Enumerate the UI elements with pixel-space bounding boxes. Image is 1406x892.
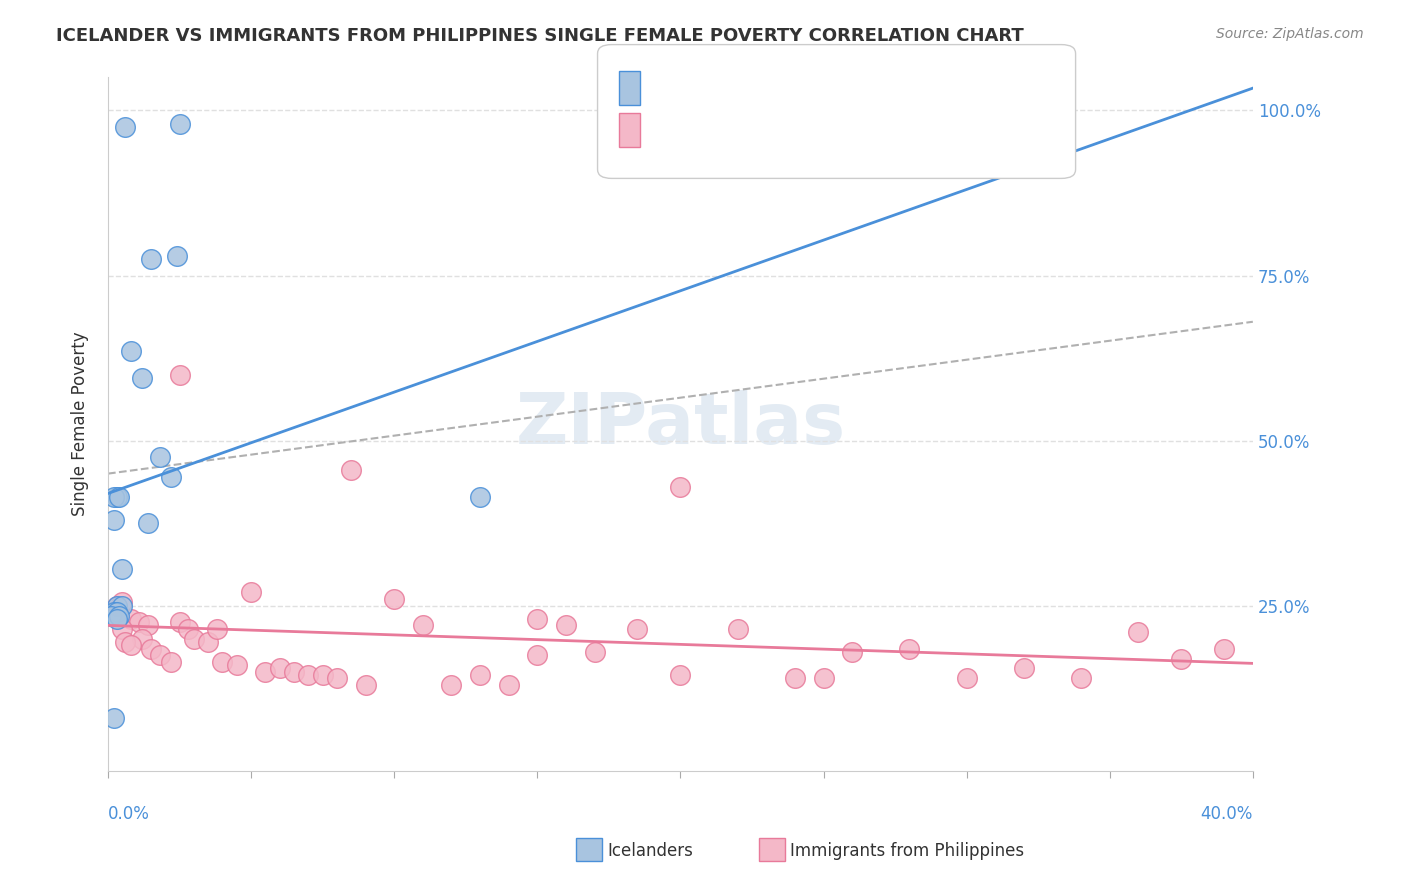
Point (139, 641, 162, 656)
Point (103, 513, 125, 527)
Point (269, 661, 291, 675)
Point (139, 252, 162, 266)
Point (283, 665, 305, 679)
Point (108, 608, 131, 623)
Point (131, 371, 153, 385)
Point (468, 490, 491, 504)
Point (311, 668, 333, 682)
Point (136, 618, 159, 632)
Point (105, 490, 128, 504)
Point (205, 622, 228, 636)
Point (169, 615, 191, 630)
Point (136, 516, 159, 530)
Point (898, 641, 921, 656)
Point (105, 599, 128, 613)
Point (783, 671, 806, 685)
Point (108, 490, 131, 504)
Point (1170, 651, 1192, 665)
Point (160, 655, 183, 669)
Point (841, 645, 863, 659)
Point (111, 595, 134, 609)
Point (120, 612, 142, 626)
Point (114, 120, 136, 134)
Point (111, 599, 134, 613)
Point (354, 678, 377, 692)
Point (111, 562, 134, 576)
Point (1213, 641, 1236, 656)
Point (240, 585, 263, 599)
Text: ICELANDER VS IMMIGRANTS FROM PHILIPPINES SINGLE FEMALE POVERTY CORRELATION CHART: ICELANDER VS IMMIGRANTS FROM PHILIPPINES… (56, 27, 1024, 45)
Point (105, 605, 128, 619)
Point (120, 344, 142, 359)
Point (103, 711, 125, 725)
Point (583, 645, 606, 659)
Point (326, 671, 349, 685)
Text: 40.0%: 40.0% (1201, 805, 1253, 823)
Point (211, 655, 233, 669)
Text: R = -0.021    N = 52: R = -0.021 N = 52 (650, 120, 818, 138)
Point (526, 648, 548, 663)
Point (177, 622, 200, 636)
Point (254, 665, 277, 679)
Point (1128, 625, 1150, 640)
Point (498, 678, 520, 692)
Point (1070, 671, 1092, 685)
Point (169, 117, 191, 131)
Point (148, 450, 170, 464)
Point (111, 622, 134, 636)
Point (526, 612, 548, 626)
Point (103, 490, 125, 504)
Point (183, 632, 205, 646)
Point (197, 635, 219, 649)
Point (412, 618, 434, 632)
Point (225, 658, 247, 673)
Point (297, 668, 319, 682)
Point (555, 618, 578, 632)
Point (382, 592, 405, 607)
Point (131, 632, 153, 646)
Point (727, 622, 749, 636)
Point (956, 671, 979, 685)
Text: Source: ZipAtlas.com: Source: ZipAtlas.com (1216, 27, 1364, 41)
Point (128, 615, 150, 630)
Point (626, 622, 648, 636)
Point (120, 638, 142, 652)
Text: Icelanders: Icelanders (607, 842, 693, 860)
Text: R =   0.101    N = 23: R = 0.101 N = 23 (650, 80, 823, 98)
Point (114, 635, 136, 649)
Point (1012, 661, 1035, 675)
Point (813, 671, 835, 685)
Point (100, 608, 122, 623)
Text: 0.0%: 0.0% (108, 805, 150, 823)
Text: Immigrants from Philippines: Immigrants from Philippines (790, 842, 1025, 860)
Point (105, 612, 128, 626)
Text: ZIPatlas: ZIPatlas (516, 390, 845, 458)
Point (103, 605, 125, 619)
Point (340, 463, 363, 477)
Point (148, 648, 170, 663)
Point (669, 668, 692, 682)
Point (669, 480, 692, 494)
Point (105, 599, 128, 613)
Point (166, 249, 188, 263)
Y-axis label: Single Female Poverty: Single Female Poverty (72, 332, 89, 516)
Point (169, 368, 191, 382)
Point (468, 668, 491, 682)
Point (440, 678, 463, 692)
Point (160, 470, 183, 484)
